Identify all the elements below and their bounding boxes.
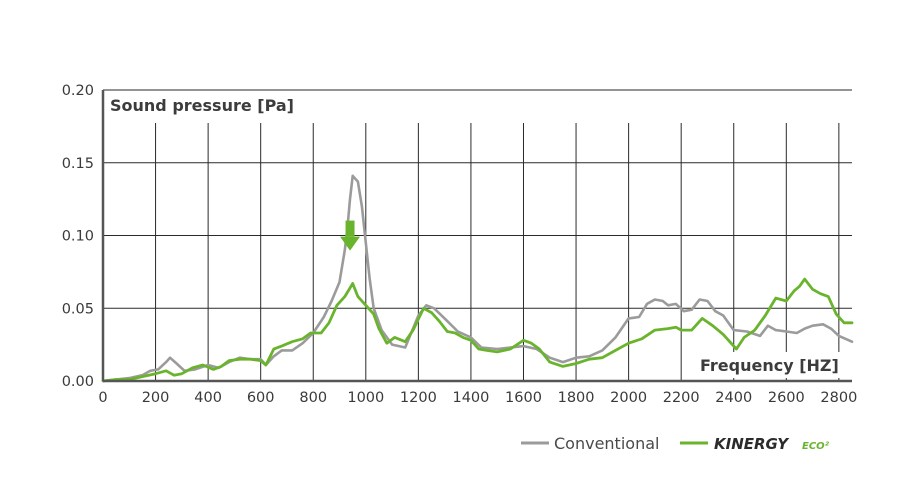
x-tick-label: 1800: [558, 390, 595, 406]
chart-grid: [103, 89, 852, 381]
series-line-conventional: [101, 174, 854, 383]
reduction-arrow-icon: [340, 220, 361, 251]
legend-label-kinergy: KINERGY: [714, 435, 790, 453]
x-tick-label: 1200: [400, 390, 437, 406]
x-tick-label: 800: [299, 390, 327, 406]
x-tick-label: 2200: [663, 390, 700, 406]
x-tick-label: 600: [247, 390, 275, 406]
x-tick-label: 0: [98, 390, 107, 406]
chart-ticks: 0 200 400 600 800 1000 1200 1400 1600 1800 2000 220…: [62, 83, 858, 406]
y-axis-title: Sound pressure [Pa]: [110, 96, 294, 115]
x-tick-label: 1600: [505, 390, 542, 406]
legend: Conventional KINERGY ECO²: [521, 434, 830, 453]
series-line-kinergy: [101, 277, 854, 383]
legend-label-conventional: Conventional: [554, 434, 659, 453]
x-tick-label: 2400: [715, 390, 752, 406]
y-tick-label: 0.15: [62, 156, 94, 172]
x-axis-title: Frequency [HZ]: [700, 356, 839, 375]
y-tick-label: 0.00: [62, 374, 94, 390]
x-tick-label: 2000: [610, 390, 647, 406]
arrow-head: [340, 236, 361, 251]
x-tick-label: 200: [142, 390, 170, 406]
y-axis-title-bg: [106, 92, 296, 118]
x-tick-label: 1000: [347, 390, 384, 406]
x-axis-title-bg: [690, 352, 850, 378]
chart-axes: [101, 90, 852, 383]
y-tick-label: 0.10: [62, 229, 94, 245]
legend-sublabel-kinergy: ECO²: [802, 441, 830, 452]
chart-series: [101, 174, 854, 383]
x-tick-label: 400: [194, 390, 222, 406]
x-tick-label: 1400: [452, 390, 489, 406]
y-tick-label: 0.05: [62, 301, 94, 317]
arrow-shaft: [345, 220, 355, 237]
x-tick-label: 2800: [820, 390, 857, 406]
x-tick-label: 2600: [768, 390, 805, 406]
y-tick-label: 0.20: [62, 83, 94, 99]
